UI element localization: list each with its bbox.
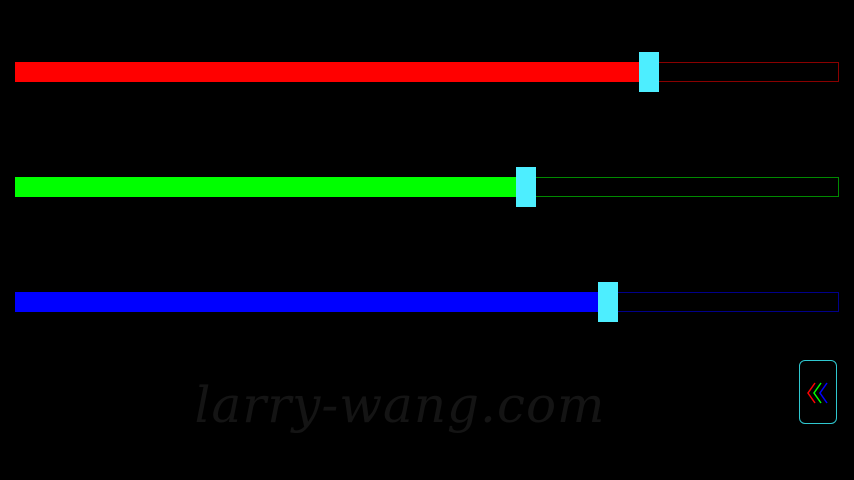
watermark-text: larry-wang.com	[194, 376, 606, 434]
red-slider-thumb[interactable]	[639, 52, 660, 92]
blue-slider-thumb[interactable]	[598, 282, 619, 322]
red-slider[interactable]	[15, 52, 839, 92]
blue-slider-fill	[15, 292, 609, 312]
green-slider-fill	[15, 177, 526, 197]
red-slider-fill	[15, 62, 650, 82]
green-slider[interactable]	[15, 167, 839, 207]
blue-slider[interactable]	[15, 282, 839, 322]
back-button[interactable]	[799, 360, 837, 424]
green-slider-thumb[interactable]	[515, 167, 536, 207]
chevrons-left-icon	[807, 382, 828, 404]
